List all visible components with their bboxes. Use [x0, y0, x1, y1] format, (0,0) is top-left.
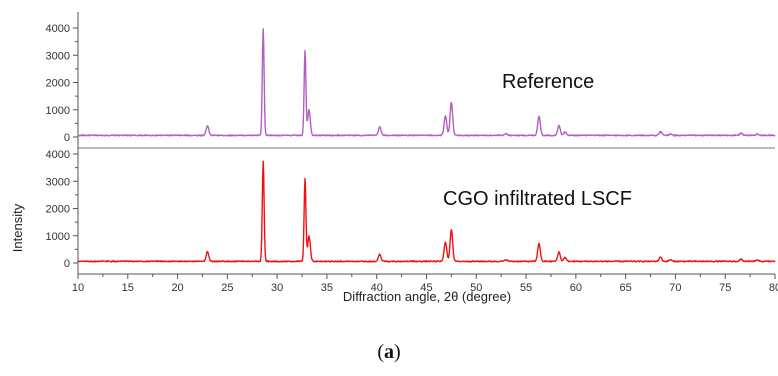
x-tick-label: 25 [221, 282, 233, 294]
x-tick-label: 35 [321, 282, 333, 294]
annotation-reference: Reference [502, 71, 594, 93]
x-tick-label: 10 [72, 282, 84, 294]
caption-letter: a [384, 341, 394, 363]
caption-open-paren: ( [377, 341, 384, 363]
x-tick-label: 20 [171, 282, 183, 294]
x-tick-label: 50 [470, 282, 482, 294]
x-tick-label: 45 [420, 282, 432, 294]
series-line-cgo-infiltrated-lscf [77, 160, 776, 263]
top-y-tick-label: 0 [64, 132, 70, 144]
x-tick-label: 40 [371, 282, 383, 294]
x-tick-label: 60 [570, 282, 582, 294]
caption-close-paren: ) [394, 341, 401, 363]
top-y-tick-label: 3000 [46, 50, 70, 62]
bottom-y-tick-label: 4000 [46, 149, 70, 161]
bottom-y-tick-label: 0 [64, 258, 70, 270]
top-y-tick-label: 1000 [46, 105, 70, 117]
x-tick-label: 70 [669, 282, 681, 294]
x-tick-label: 15 [122, 282, 134, 294]
top-y-tick-label: 4000 [46, 23, 70, 35]
y-axis-title: Intensity [10, 203, 25, 252]
x-tick-label: 30 [271, 282, 283, 294]
top-y-tick-label: 2000 [46, 78, 70, 90]
figure-caption: (a) [377, 341, 400, 363]
bottom-y-tick-label: 1000 [46, 231, 70, 243]
bottom-y-tick-label: 3000 [46, 176, 70, 188]
x-tick-label: 65 [620, 282, 632, 294]
x-tick-label: 55 [520, 282, 532, 294]
top-panel-y-ticks: 0 1000 2000 3000 4000 [46, 23, 78, 144]
bottom-y-tick-label: 2000 [46, 204, 70, 216]
bottom-panel-y-ticks: 0 1000 2000 3000 4000 [46, 149, 78, 270]
series-line-reference [77, 28, 776, 137]
annotation-cgo-infiltrated-lscf: CGO infiltrated LSCF [443, 188, 632, 210]
x-tick-label: 80 [769, 282, 778, 294]
x-axis-title: Diffraction angle, 2θ (degree) [343, 289, 511, 304]
x-axis-ticks: 10 15 20 25 30 35 40 45 50 55 60 65 70 75 80 [72, 274, 778, 294]
x-tick-label: 75 [719, 282, 731, 294]
